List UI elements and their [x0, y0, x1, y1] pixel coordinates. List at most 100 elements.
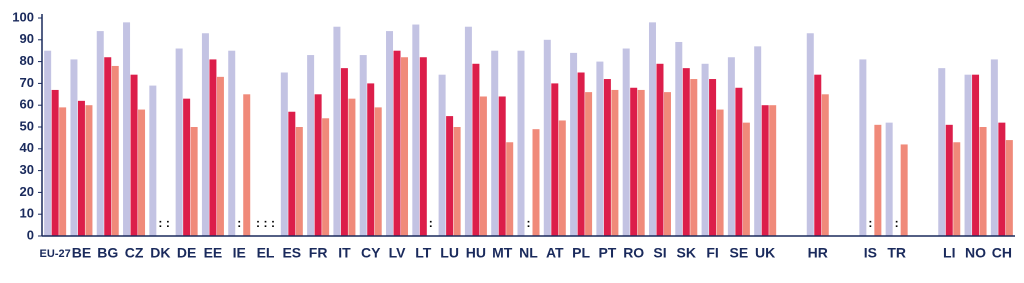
- bar: [656, 63, 664, 236]
- bar: [446, 116, 454, 236]
- bar: [998, 122, 1006, 236]
- x-tick-label: CZ: [125, 245, 144, 261]
- bar: [682, 68, 690, 236]
- x-tick-label: SI: [653, 245, 666, 261]
- bar: [59, 107, 67, 236]
- x-tick-label: MT: [492, 245, 513, 261]
- bar: [85, 105, 93, 236]
- bar: [938, 68, 946, 236]
- bar: [742, 122, 750, 236]
- bar: [472, 63, 480, 236]
- y-tick-label: 80: [20, 53, 34, 68]
- bar: [709, 79, 717, 236]
- bar: [716, 109, 724, 236]
- bar: [532, 129, 540, 236]
- y-tick-label: 40: [20, 140, 34, 155]
- bar: [979, 127, 987, 236]
- bar: [701, 63, 709, 236]
- bar: [806, 33, 814, 237]
- bar: [190, 127, 198, 236]
- bar: [77, 100, 85, 236]
- bar: [51, 89, 59, 236]
- x-tick-label: LT: [415, 245, 432, 261]
- bar: [412, 24, 420, 237]
- bar: [622, 48, 630, 236]
- bar: [401, 57, 409, 236]
- x-tick-label: EU-27: [40, 248, 71, 260]
- bar: [340, 68, 348, 236]
- bar: [280, 72, 288, 236]
- x-tick-label: LI: [943, 245, 955, 261]
- bar: [551, 83, 559, 237]
- x-tick-label: UK: [755, 245, 775, 261]
- bar: [438, 74, 446, 237]
- y-tick-label: 10: [20, 206, 34, 221]
- y-tick-label: 50: [20, 118, 34, 133]
- bar: [367, 83, 375, 237]
- bar: [611, 89, 619, 236]
- bar: [453, 127, 461, 236]
- x-tick-label: NO: [965, 245, 986, 261]
- bar: [1005, 140, 1013, 236]
- y-tick-label: 0: [27, 227, 34, 242]
- bar: [821, 94, 829, 236]
- missing-label: :: [256, 216, 260, 230]
- bar: [885, 122, 893, 236]
- x-tick-label: AT: [546, 245, 564, 261]
- x-tick-label: IS: [864, 245, 877, 261]
- bar: [690, 79, 698, 236]
- bar: [183, 98, 191, 236]
- bar: [228, 50, 236, 237]
- bar: [149, 85, 157, 236]
- y-tick-label: 30: [20, 162, 34, 177]
- bar: [859, 59, 867, 236]
- bar: [209, 59, 217, 236]
- bar: [393, 50, 401, 237]
- bar: [104, 57, 112, 236]
- missing-label: :: [895, 216, 899, 230]
- y-tick-label: 20: [20, 184, 34, 199]
- y-tick-label: 90: [20, 31, 34, 46]
- x-tick-label: TR: [887, 245, 906, 261]
- bar: [663, 92, 671, 237]
- bar: [348, 98, 356, 236]
- missing-label: :: [166, 216, 170, 230]
- x-tick-label: CY: [361, 245, 381, 261]
- bar: [322, 118, 330, 236]
- x-tick-label: LU: [440, 245, 459, 261]
- bar: [491, 50, 499, 237]
- missing-label: :: [271, 216, 275, 230]
- bar: [419, 57, 427, 236]
- missing-label: :: [429, 216, 433, 230]
- bar: [201, 33, 209, 237]
- x-tick-label: HR: [808, 245, 828, 261]
- bar: [761, 105, 769, 236]
- missing-label: :: [237, 216, 241, 230]
- y-tick-label: 70: [20, 75, 34, 90]
- bar: [243, 94, 251, 236]
- bar: [675, 41, 683, 237]
- bar: [769, 105, 777, 236]
- bar: [517, 50, 525, 237]
- bar: [596, 61, 604, 236]
- x-tick-label: BE: [72, 245, 91, 261]
- bar: [333, 26, 341, 236]
- bar: [506, 142, 514, 236]
- bar: [990, 59, 998, 236]
- bar: [138, 109, 146, 236]
- bar: [359, 55, 367, 237]
- bar: [874, 124, 882, 236]
- bar: [543, 39, 551, 236]
- x-tick-label: SK: [677, 245, 696, 261]
- bar: [727, 57, 735, 236]
- bar: [44, 50, 52, 237]
- bar: [900, 144, 908, 236]
- bar: [754, 46, 762, 237]
- bar: [570, 52, 578, 236]
- bar: [314, 94, 322, 236]
- x-tick-label: SE: [730, 245, 749, 261]
- bar: [96, 31, 104, 236]
- y-tick-label: 60: [20, 97, 34, 112]
- x-tick-label: EL: [257, 245, 275, 261]
